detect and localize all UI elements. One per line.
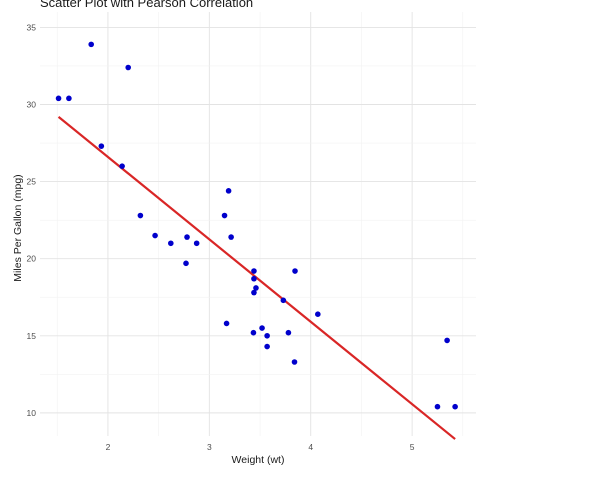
chart-title: Scatter Plot with Pearson Correlation (40, 0, 254, 10)
data-point (55, 95, 62, 102)
y-tick-label: 35 (27, 22, 37, 32)
y-tick-label: 20 (27, 254, 37, 264)
data-point (315, 311, 321, 317)
x-axis-title: Weight (wt) (232, 454, 285, 466)
x-tick-label: 5 (410, 442, 415, 452)
x-tick-labels: 2 3 4 5 (106, 442, 415, 452)
y-tick-label: 25 (27, 177, 37, 187)
data-point (98, 143, 105, 149)
data-point (119, 163, 125, 169)
x-tick-label: 2 (106, 442, 111, 452)
data-point (221, 212, 228, 219)
data-point (264, 332, 270, 339)
data-point (168, 240, 174, 247)
data-point (444, 337, 450, 344)
data-point (251, 289, 257, 296)
regression-line-layer (57, 115, 456, 440)
data-point (183, 260, 189, 267)
data-point (193, 240, 200, 247)
data-point (259, 325, 265, 331)
data-point (137, 212, 144, 219)
y-tick-label: 15 (27, 331, 37, 341)
data-point (253, 285, 259, 291)
y-tick-labels: 10 15 20 25 30 35 (27, 22, 37, 417)
data-points (55, 41, 458, 410)
data-point (225, 188, 232, 194)
grid (40, 12, 476, 436)
regression-line (57, 115, 456, 440)
data-point (228, 234, 234, 240)
data-point (152, 232, 158, 239)
data-point (452, 403, 458, 410)
data-point (251, 275, 257, 282)
x-tick-label: 4 (308, 442, 313, 452)
x-tick-label: 3 (207, 442, 212, 452)
y-axis-title: Miles Per Gallon (mpg) (12, 174, 24, 281)
data-point (264, 343, 270, 350)
y-tick-label: 10 (27, 408, 37, 418)
data-point (285, 329, 292, 336)
data-point (292, 268, 298, 274)
data-point (291, 359, 298, 365)
data-point (66, 95, 72, 102)
data-point (280, 297, 287, 304)
data-point (223, 320, 230, 327)
data-point (434, 403, 441, 410)
y-tick-label: 30 (27, 100, 37, 110)
data-point (125, 64, 132, 71)
data-point (250, 329, 257, 336)
data-point (251, 268, 257, 274)
data-point (184, 234, 190, 240)
data-point (88, 41, 95, 48)
